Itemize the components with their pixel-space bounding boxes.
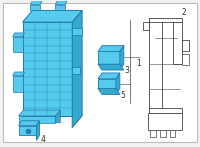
Polygon shape — [149, 108, 182, 113]
Polygon shape — [23, 10, 82, 22]
Polygon shape — [19, 116, 55, 123]
Polygon shape — [173, 22, 182, 64]
Polygon shape — [150, 130, 156, 137]
Polygon shape — [149, 18, 182, 22]
Polygon shape — [72, 67, 80, 74]
Polygon shape — [13, 76, 23, 91]
Text: 2: 2 — [181, 8, 186, 17]
Polygon shape — [72, 28, 82, 35]
Polygon shape — [72, 10, 82, 128]
Polygon shape — [148, 113, 182, 130]
Polygon shape — [170, 130, 175, 137]
Polygon shape — [23, 22, 72, 116]
Polygon shape — [36, 121, 39, 140]
Text: 5: 5 — [121, 91, 126, 100]
Text: 3: 3 — [125, 66, 130, 75]
Polygon shape — [19, 121, 39, 126]
Polygon shape — [116, 73, 120, 94]
Polygon shape — [120, 46, 124, 70]
Polygon shape — [182, 40, 189, 51]
Text: 4: 4 — [40, 135, 45, 145]
Polygon shape — [98, 51, 120, 64]
Polygon shape — [98, 89, 120, 94]
Polygon shape — [30, 1, 42, 5]
Polygon shape — [149, 18, 162, 113]
Polygon shape — [98, 64, 124, 70]
Polygon shape — [13, 37, 23, 52]
Polygon shape — [55, 1, 67, 5]
Polygon shape — [182, 54, 189, 65]
Polygon shape — [143, 22, 149, 30]
Text: 1: 1 — [136, 59, 141, 68]
Polygon shape — [98, 73, 120, 79]
Polygon shape — [13, 72, 25, 76]
Polygon shape — [55, 5, 65, 10]
Polygon shape — [13, 33, 25, 37]
Polygon shape — [98, 46, 124, 51]
Polygon shape — [19, 126, 36, 135]
Polygon shape — [30, 5, 40, 10]
Polygon shape — [98, 79, 116, 89]
Polygon shape — [160, 130, 166, 137]
Polygon shape — [55, 110, 60, 123]
Polygon shape — [19, 110, 60, 116]
